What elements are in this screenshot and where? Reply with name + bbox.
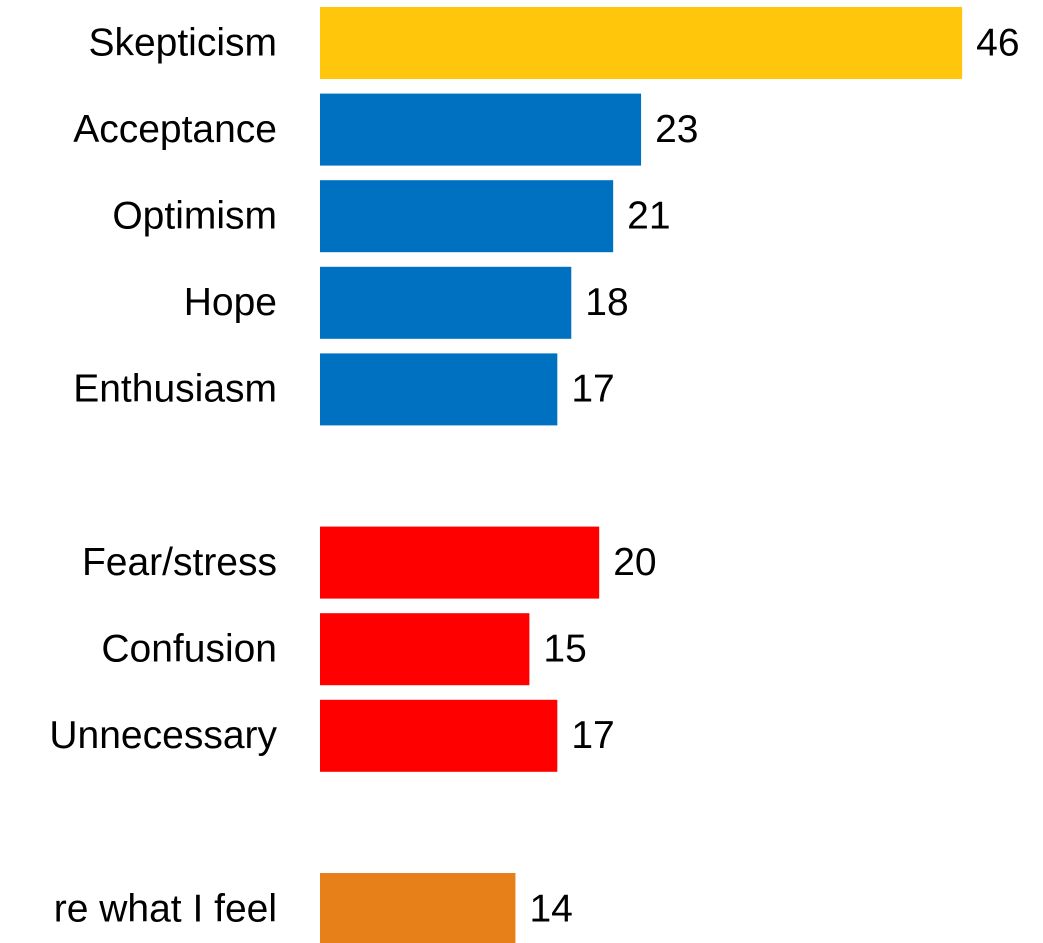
bar	[320, 353, 558, 426]
value-label: 17	[571, 368, 614, 411]
category-label: Enthusiasm	[73, 368, 277, 411]
category-label: Unnecessary	[49, 714, 277, 757]
category-label: Optimism	[112, 194, 277, 237]
bar	[320, 7, 963, 79]
category-label: Hope	[184, 281, 277, 324]
value-label: 23	[655, 108, 698, 151]
category-label: re what I feel	[54, 887, 277, 930]
bar	[320, 699, 558, 772]
bar	[320, 266, 572, 339]
bar	[320, 180, 614, 253]
value-label: 15	[543, 627, 586, 670]
category-label: Skepticism	[88, 21, 277, 64]
value-label: 14	[529, 887, 572, 930]
bar	[320, 873, 516, 943]
value-label: 20	[613, 541, 656, 584]
value-label: 18	[585, 281, 628, 324]
bar	[320, 526, 600, 599]
bar	[320, 613, 530, 686]
category-label: Fear/stress	[82, 541, 277, 584]
bar	[320, 93, 642, 166]
category-label: Confusion	[101, 627, 277, 670]
category-label: Acceptance	[73, 108, 277, 151]
value-label: 21	[627, 194, 670, 237]
value-label: 17	[571, 714, 614, 757]
value-label: 46	[976, 21, 1019, 64]
